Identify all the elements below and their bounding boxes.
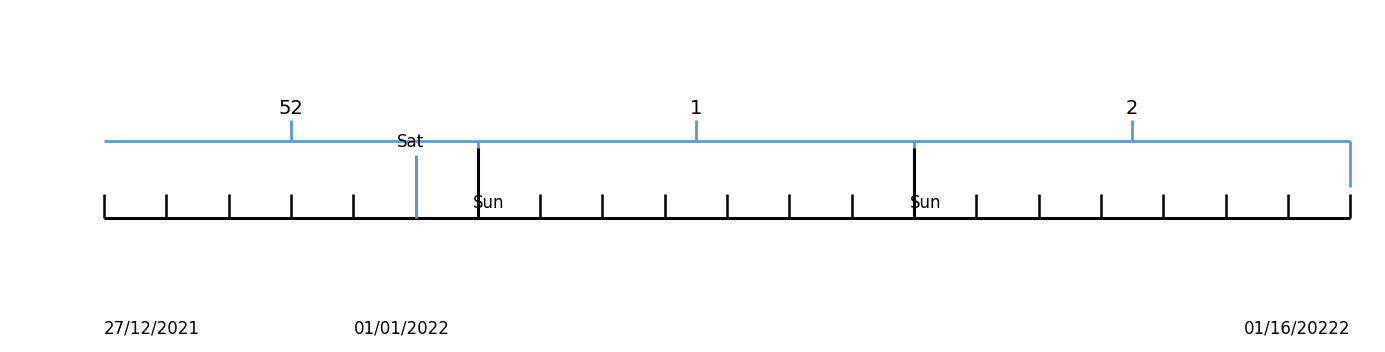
Text: Sat: Sat — [396, 133, 424, 151]
Text: Sun: Sun — [910, 194, 940, 212]
Text: 01/16/20222: 01/16/20222 — [1244, 320, 1350, 338]
Text: 2: 2 — [1126, 99, 1138, 118]
Text: 27/12/2021: 27/12/2021 — [104, 320, 199, 338]
Text: 52: 52 — [278, 99, 303, 118]
Text: Sun: Sun — [474, 194, 504, 212]
Text: 01/01/2022: 01/01/2022 — [353, 320, 450, 338]
Text: 1: 1 — [690, 99, 702, 118]
